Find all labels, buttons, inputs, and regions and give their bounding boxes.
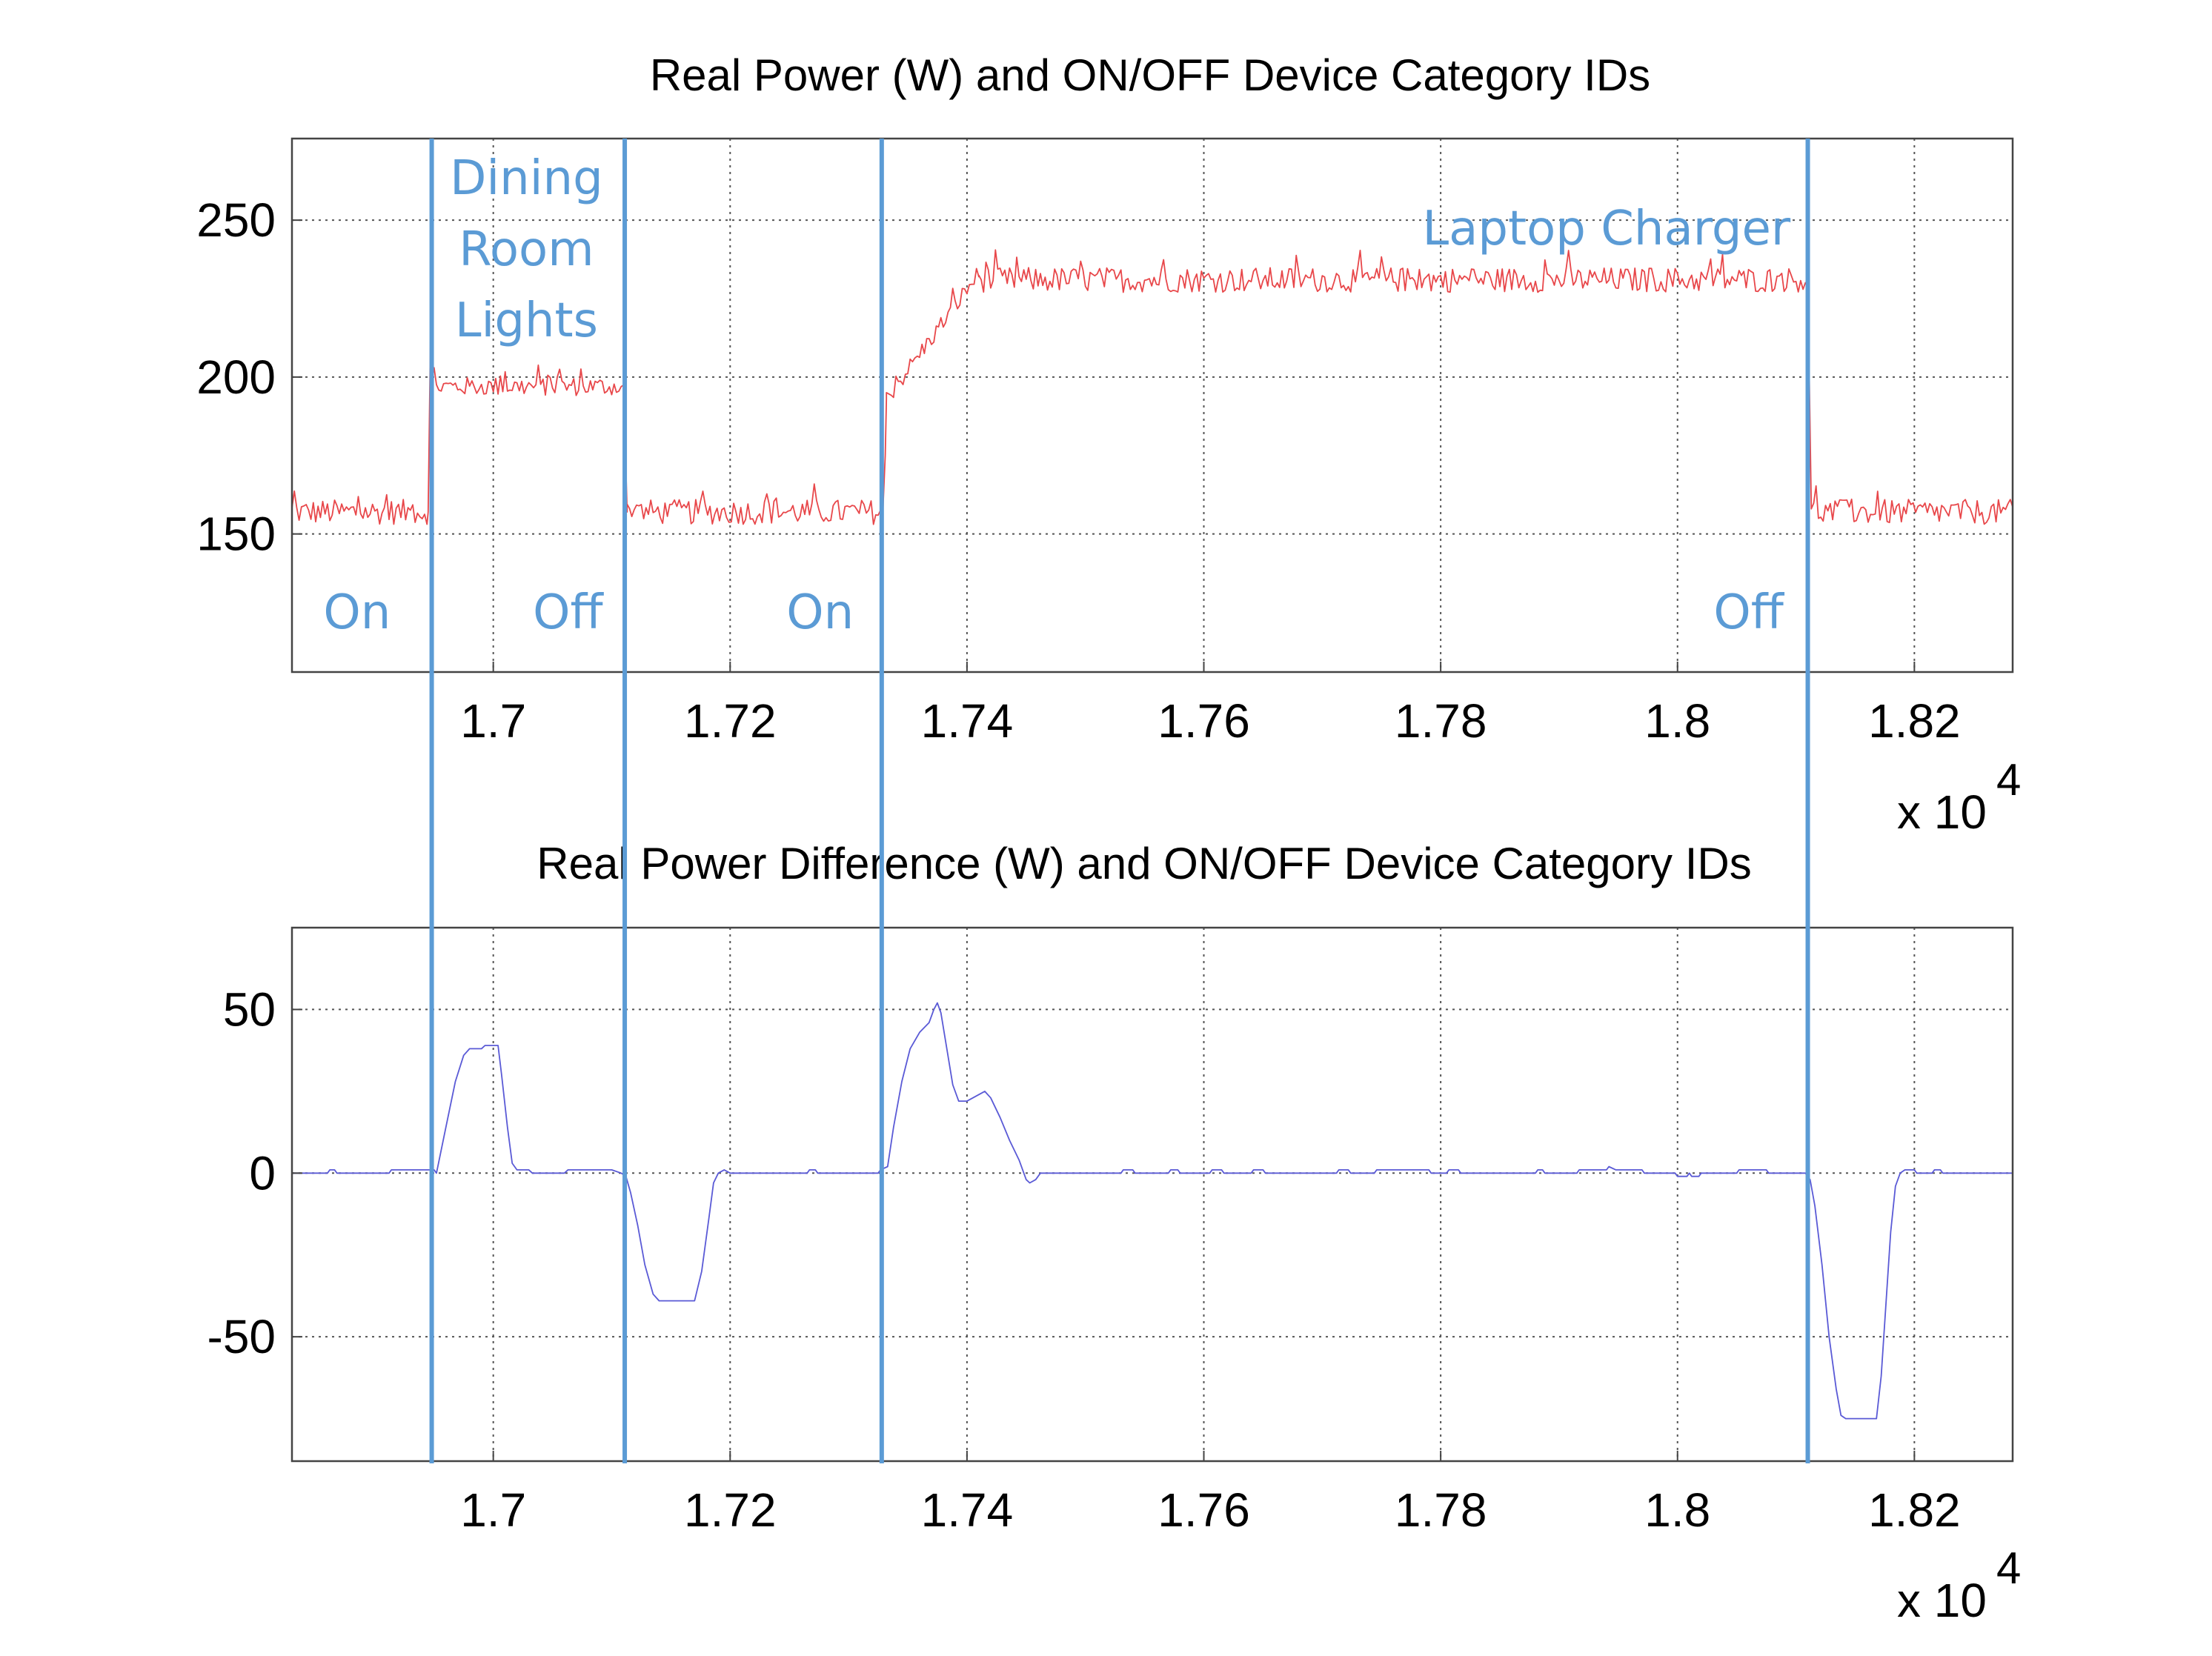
bottom-x-tick-label: 1.8 bbox=[1644, 1483, 1710, 1537]
event-annotations: On Off On Off Dining Room Lights Laptop Charger bbox=[323, 139, 1810, 1463]
event-label-off: Off bbox=[533, 585, 604, 640]
bottom-x-tick-label: 1.82 bbox=[1868, 1483, 1961, 1537]
bottom-x-tick-label: 1.78 bbox=[1395, 1483, 1487, 1537]
top-chart-title: Real Power (W) and ON/OFF Device Categor… bbox=[650, 50, 1650, 100]
device-label-laptop-charger: Laptop Charger bbox=[1423, 202, 1791, 256]
bottom-x-tick-label: 1.72 bbox=[684, 1483, 777, 1537]
bottom-plot-area bbox=[290, 926, 2014, 1463]
top-x-tick-label: 1.74 bbox=[921, 694, 1014, 748]
top-x-tick-label: 1.78 bbox=[1395, 694, 1487, 748]
bottom-panel: Real Power Difference (W) and ON/OFF Dev… bbox=[207, 839, 2022, 1627]
top-x-tick-label: 1.82 bbox=[1868, 694, 1961, 748]
device-label-dining-room-lights: Dining bbox=[450, 151, 603, 206]
bottom-y-tick-label: 50 bbox=[223, 982, 276, 1036]
event-label-on: On bbox=[786, 585, 854, 640]
device-label-dining-room-lights: Lights bbox=[455, 293, 598, 348]
bottom-series-line bbox=[292, 1002, 2013, 1420]
top-x-tick-label: 1.76 bbox=[1158, 694, 1250, 748]
top-plot-area bbox=[290, 137, 2014, 674]
event-label-off: Off bbox=[1713, 585, 1784, 640]
top-panel: Real Power (W) and ON/OFF Device Categor… bbox=[196, 50, 2021, 839]
bottom-y-tick-label: 0 bbox=[249, 1146, 276, 1200]
bottom-x-multiplier: x 10 bbox=[1897, 1574, 1987, 1627]
top-x-tick-label: 1.8 bbox=[1644, 694, 1710, 748]
bottom-x-tick-label: 1.76 bbox=[1158, 1483, 1250, 1537]
device-label-dining-room-lights: Room bbox=[459, 222, 594, 277]
bottom-chart-title: Real Power Difference (W) and ON/OFF Dev… bbox=[537, 839, 1751, 888]
top-y-tick-label: 200 bbox=[196, 350, 276, 404]
event-label-on: On bbox=[323, 585, 391, 640]
top-y-tick-label: 250 bbox=[196, 193, 276, 247]
bottom-x-tick-label: 1.74 bbox=[921, 1483, 1014, 1537]
top-x-multiplier-exponent: 4 bbox=[1996, 755, 2021, 805]
top-x-tick-label: 1.72 bbox=[684, 694, 777, 748]
top-x-tick-label: 1.7 bbox=[460, 694, 526, 748]
bottom-y-tick-label: -50 bbox=[207, 1310, 276, 1363]
top-series-line bbox=[291, 249, 2013, 525]
bottom-x-tick-label: 1.7 bbox=[460, 1483, 526, 1537]
top-y-tick-label: 150 bbox=[196, 508, 276, 561]
bottom-x-multiplier-exponent: 4 bbox=[1996, 1543, 2021, 1593]
top-x-multiplier: x 10 bbox=[1897, 785, 1987, 839]
